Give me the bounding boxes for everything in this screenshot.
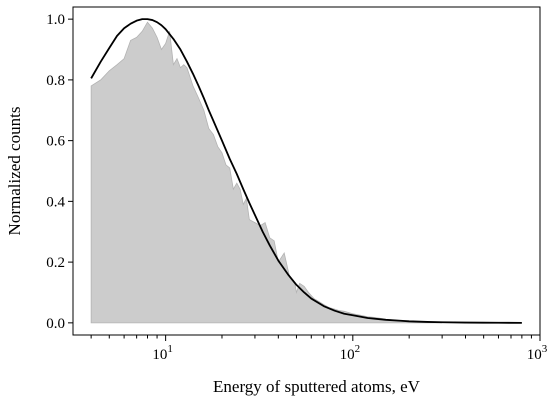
plot-frame (72, 6, 541, 336)
histogram-area (90, 21, 443, 324)
x-tick-label: 102 (340, 343, 361, 363)
y-tick-label: 0.0 (46, 316, 65, 332)
y-tick-label: 0.8 (46, 73, 65, 89)
y-tick-label: 1.0 (46, 12, 65, 28)
plot-area (90, 18, 522, 324)
y-tick-label: 0.4 (46, 194, 65, 210)
x-tick-label: 103 (527, 343, 548, 363)
fit-curve (90, 18, 522, 324)
y-axis: 0.0 0.2 0.4 0.6 0.8 1.0 (46, 12, 73, 332)
x-tick-label: 101 (152, 343, 173, 363)
y-tick-label: 0.2 (46, 255, 65, 271)
y-axis-title: Normalized counts (5, 107, 24, 236)
y-tick-label: 0.6 (46, 134, 65, 150)
x-axis: 101 102 103 (90, 335, 548, 363)
x-axis-title: Energy of sputtered atoms, eV (213, 377, 421, 396)
